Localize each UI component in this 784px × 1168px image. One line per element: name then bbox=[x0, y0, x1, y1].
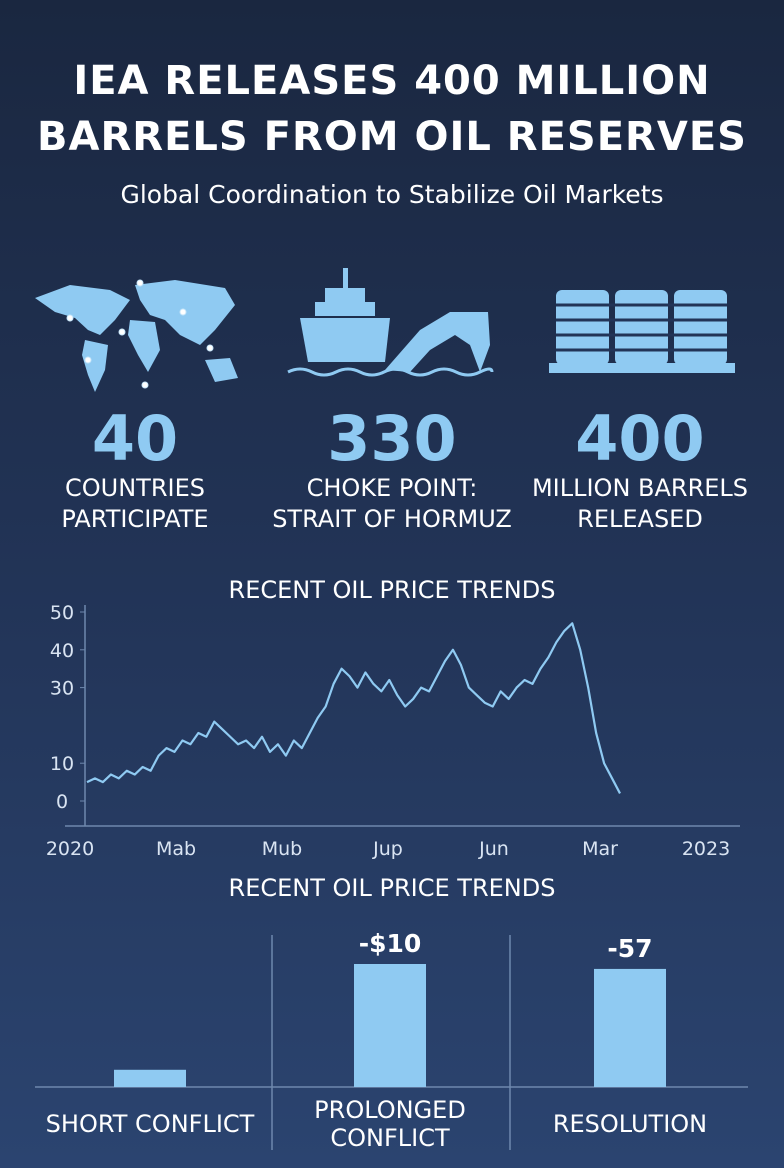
bar-label: -$10 bbox=[359, 929, 422, 958]
bar bbox=[354, 964, 426, 1087]
x-tick-label: Mub bbox=[262, 838, 303, 860]
y-tick-label: 10 bbox=[50, 753, 74, 775]
chart-title: RECENT OIL PRICE TRENDS bbox=[228, 874, 556, 902]
ship-icon bbox=[287, 268, 494, 377]
stat-label: CHOKE POINT: bbox=[306, 474, 478, 502]
bar bbox=[114, 1069, 186, 1087]
stat-label: PARTICIPATE bbox=[61, 505, 209, 533]
stat-label: MILLION BARRELS bbox=[531, 474, 749, 502]
category-label: RESOLUTION bbox=[552, 1110, 708, 1138]
title-line: IEA RELEASES 400 MILLION bbox=[73, 58, 711, 104]
x-tick-label: 2023 bbox=[682, 838, 730, 860]
chart-title: RECENT OIL PRICE TRENDS bbox=[228, 576, 556, 604]
x-tick-label: Mar bbox=[582, 838, 618, 860]
stat-label: STRAIT OF HORMUZ bbox=[272, 505, 512, 533]
x-tick-label: Mab bbox=[156, 838, 196, 860]
price-line bbox=[86, 622, 621, 794]
x-tick-label: Jup bbox=[372, 838, 403, 860]
y-tick-label: 40 bbox=[50, 640, 74, 662]
stat-value: 40 bbox=[91, 402, 179, 475]
x-tick-label: 2020 bbox=[46, 838, 94, 860]
bar-label: -57 bbox=[607, 934, 652, 963]
y-tick-label: 30 bbox=[50, 678, 74, 700]
stat-value: 400 bbox=[575, 402, 705, 475]
category-label: SHORT CONFLICT bbox=[45, 1110, 255, 1138]
stat-value: 330 bbox=[327, 402, 457, 475]
category-label: PROLONGED CONFLICT bbox=[314, 1096, 466, 1152]
stat-label: COUNTRIES bbox=[65, 474, 205, 502]
y-tick-label: 50 bbox=[50, 602, 74, 624]
y-tick-label: 0 bbox=[56, 791, 68, 813]
subtitle: Global Coordination to Stabilize Oil Mar… bbox=[120, 180, 664, 209]
x-tick-label: Jun bbox=[478, 838, 509, 860]
stat-label: RELEASED bbox=[577, 505, 703, 533]
title-line: BARRELS FROM OIL RESERVES bbox=[37, 114, 747, 160]
tanks-icon bbox=[549, 290, 735, 373]
world-map-icon bbox=[35, 279, 238, 392]
bar bbox=[594, 968, 666, 1087]
